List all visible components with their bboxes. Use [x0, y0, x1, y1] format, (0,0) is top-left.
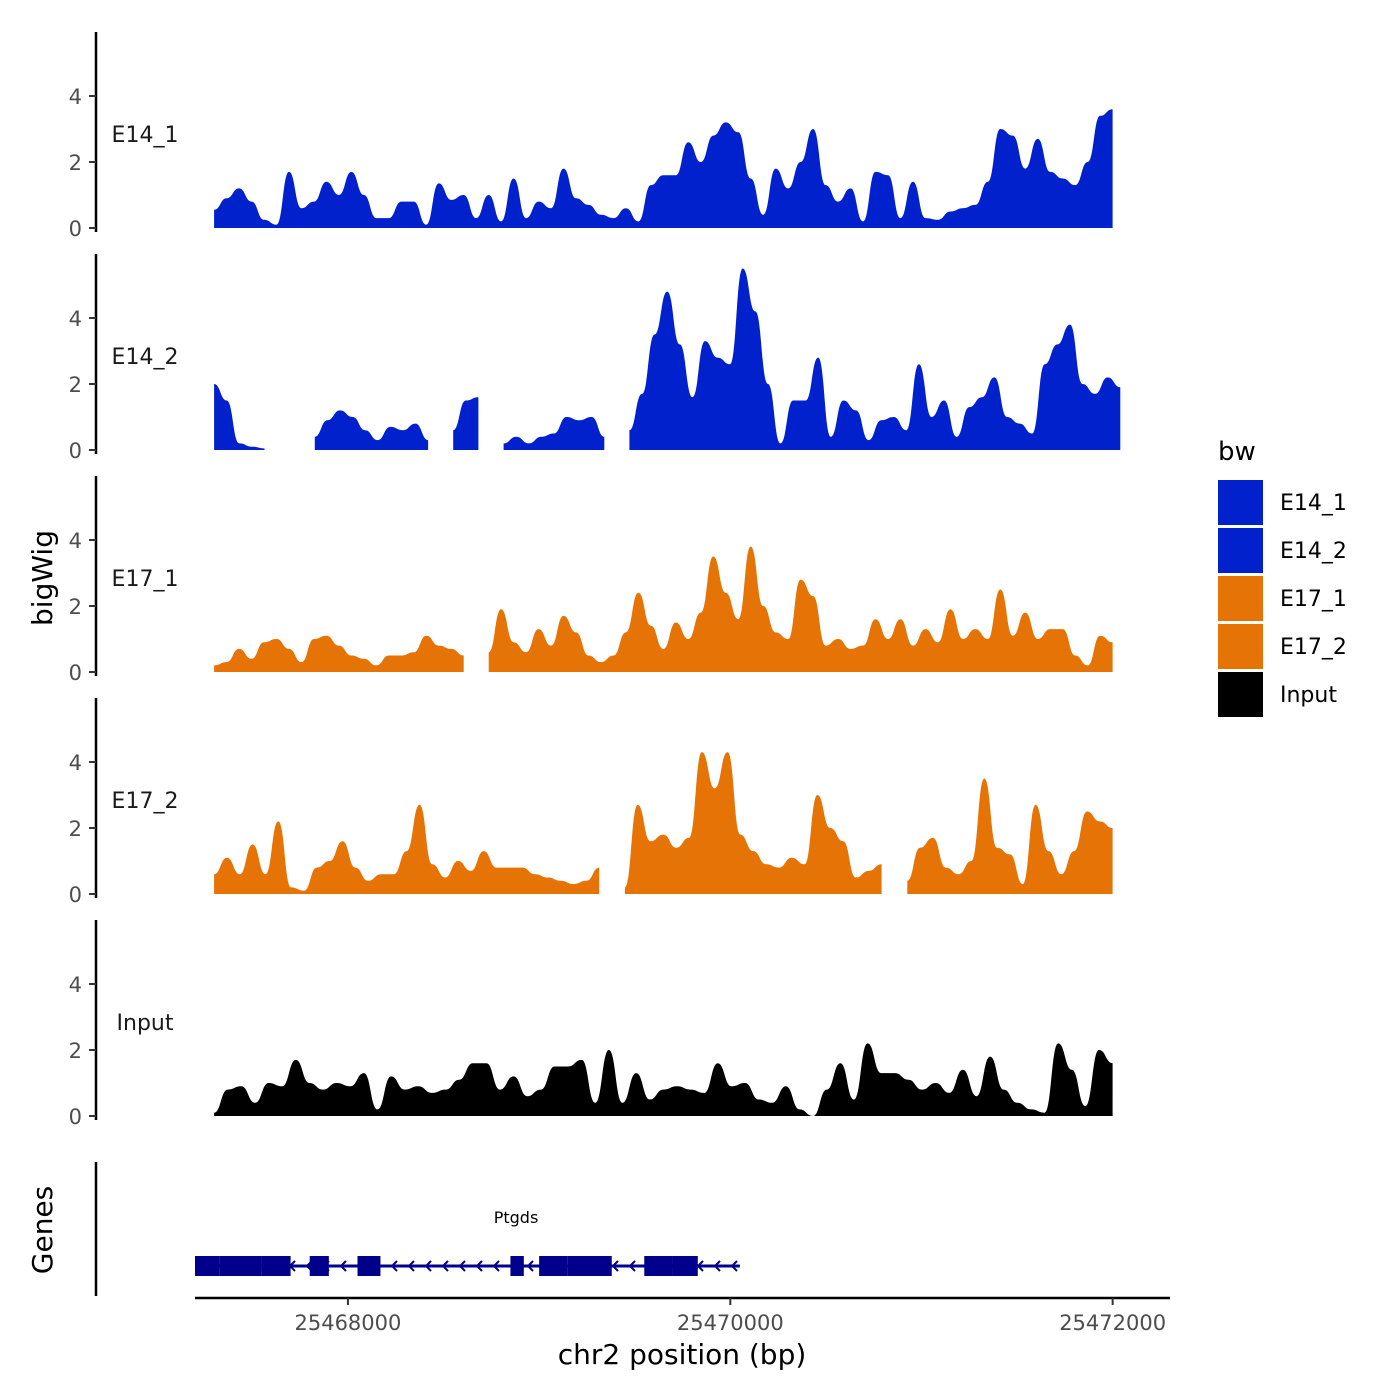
y-tick-label: 2 — [69, 1039, 82, 1063]
gene-exon — [195, 1256, 220, 1276]
legend-label: E17_1 — [1280, 587, 1347, 612]
gene-track-label: Genes — [26, 1186, 59, 1274]
y-tick-label: 0 — [69, 883, 82, 907]
track-label: Input — [117, 1011, 174, 1036]
gene-exon — [539, 1256, 568, 1276]
track-area — [314, 410, 429, 450]
y-tick-label: 0 — [69, 1105, 82, 1129]
track-label: E14_2 — [112, 345, 179, 370]
gene-name: Ptgds — [494, 1208, 539, 1227]
y-tick-label: 2 — [69, 817, 82, 841]
y-tick-label: 2 — [69, 151, 82, 175]
legend-label: E14_2 — [1280, 539, 1347, 564]
track-label: E17_2 — [112, 789, 179, 814]
gene-exon — [567, 1256, 612, 1276]
gene-exon — [219, 1256, 262, 1276]
strand-arrow — [475, 1260, 483, 1272]
y-tick-label: 0 — [69, 661, 82, 685]
track-label: E17_1 — [112, 567, 179, 592]
y-tick-label: 4 — [69, 307, 82, 331]
gene-exon — [309, 1256, 329, 1276]
x-axis-label: chr2 position (bp) — [558, 1338, 807, 1371]
track-e14-2: 0 2 4 E14_2 — [69, 254, 1121, 463]
legend-swatch — [1218, 528, 1263, 573]
gene-exon — [672, 1256, 698, 1276]
legend-label: Input — [1280, 683, 1337, 708]
y-tick-label: 0 — [69, 439, 82, 463]
y-tick-label: 2 — [69, 373, 82, 397]
x-tick-label: 25470000 — [677, 1311, 784, 1335]
track-area — [453, 397, 479, 450]
legend-swatch — [1218, 624, 1263, 669]
x-tick-label: 25468000 — [294, 1311, 401, 1335]
track-area — [629, 268, 1121, 450]
legend-label: E17_2 — [1280, 635, 1347, 660]
legend: bw E14_1 E14_2 E17_1 E17_2 Input — [1218, 437, 1347, 717]
y-tick-label: 4 — [69, 973, 82, 997]
track-area — [907, 778, 1113, 894]
legend-swatch — [1218, 672, 1263, 717]
track-area — [214, 635, 464, 672]
strand-arrow — [628, 1260, 636, 1272]
track-area — [624, 752, 882, 894]
track-label: E14_1 — [112, 123, 179, 148]
legend-swatch — [1218, 576, 1263, 621]
strand-arrow — [526, 1260, 534, 1272]
gene-track: Genes Ptgds — [26, 1162, 740, 1296]
y-tick-label: 4 — [69, 529, 82, 553]
strand-arrow — [730, 1260, 738, 1272]
y-tick-label: 4 — [69, 85, 82, 109]
strand-arrow — [339, 1260, 347, 1272]
y-tick-label: 2 — [69, 595, 82, 619]
track-e17-1: 0 2 4 E17_1 — [69, 476, 1113, 685]
strand-arrow — [696, 1260, 704, 1272]
y-tick-label: 4 — [69, 751, 82, 775]
strand-arrow — [611, 1260, 619, 1272]
strand-arrow — [713, 1260, 721, 1272]
strand-arrow — [441, 1260, 449, 1272]
signal-tracks: 0 2 4 E14_1 0 2 4 E14_2 0 2 4 E17_1 0 2 4 E17_2 0 2 4 Input — [69, 32, 1121, 1129]
strand-arrow — [492, 1260, 500, 1272]
strand-arrow — [390, 1260, 398, 1272]
track-area — [488, 546, 1113, 672]
strand-arrow — [407, 1260, 415, 1272]
track-area — [214, 109, 1113, 228]
x-tick-label: 25472000 — [1059, 1311, 1166, 1335]
track-e14-1: 0 2 4 E14_1 — [69, 32, 1113, 241]
gene-exon — [644, 1256, 673, 1276]
track-area — [503, 417, 605, 450]
x-axis: 25468000 25470000 25472000 — [195, 1296, 1170, 1335]
legend-swatch — [1218, 480, 1263, 525]
gene-exon — [510, 1256, 524, 1276]
track-area — [214, 1043, 1113, 1116]
y-tick-label: 0 — [69, 217, 82, 241]
gene-exon — [357, 1256, 381, 1276]
track-area — [214, 384, 265, 450]
track-input: 0 2 4 Input — [69, 920, 1113, 1129]
legend-label: E14_1 — [1280, 491, 1347, 516]
gene-exon — [261, 1256, 291, 1276]
legend-title: bw — [1218, 437, 1256, 467]
strand-arrow — [424, 1260, 432, 1272]
strand-arrow — [458, 1260, 466, 1272]
track-e17-2: 0 2 4 E17_2 — [69, 698, 1113, 907]
track-area — [214, 804, 600, 894]
y-axis-label: bigWig — [26, 530, 59, 626]
